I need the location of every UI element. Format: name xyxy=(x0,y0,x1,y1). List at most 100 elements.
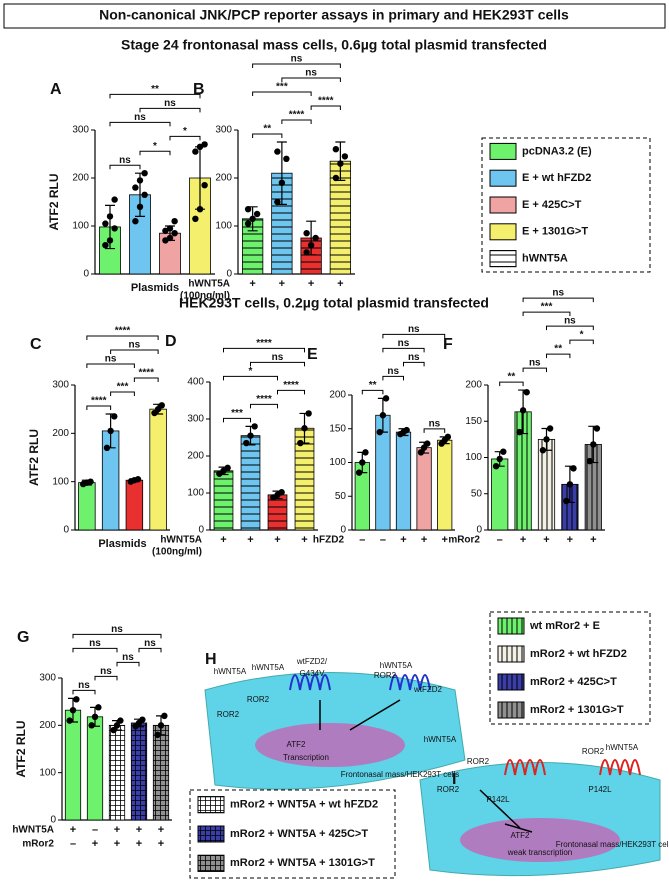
data-point xyxy=(362,449,369,456)
y-tick-label: 200 xyxy=(72,173,89,184)
data-point xyxy=(251,423,258,430)
legend-label: mRor2 + 425C>T xyxy=(530,676,617,688)
data-point xyxy=(154,731,161,738)
diagram-label: H xyxy=(205,651,217,668)
panel-label: A xyxy=(50,81,62,98)
significance-label: **** xyxy=(256,394,272,405)
legend-swatch xyxy=(489,223,517,241)
title-box xyxy=(3,3,666,29)
y-tick-label: 150 xyxy=(329,423,346,434)
row-value: + xyxy=(92,838,98,850)
significance-bracket xyxy=(546,353,571,359)
receptor xyxy=(389,674,431,691)
bar xyxy=(64,709,82,821)
significance-label: *** xyxy=(117,382,129,393)
row-value: + xyxy=(274,534,280,546)
significance-bracket xyxy=(252,133,283,138)
legend-swatch-pattern xyxy=(497,645,525,663)
significance-bracket xyxy=(86,405,112,410)
row-label: mRor2 xyxy=(448,535,480,546)
bar xyxy=(86,716,104,821)
row-value: + xyxy=(543,534,549,546)
row-value: + xyxy=(158,824,164,836)
significance-label: ** xyxy=(554,344,562,355)
bar xyxy=(395,431,412,531)
significance-bracket xyxy=(72,647,118,653)
data-point xyxy=(111,225,118,232)
significance-bracket xyxy=(569,339,594,345)
data-point xyxy=(192,215,199,222)
legend-swatch-pattern xyxy=(197,854,225,872)
significance-label: ns xyxy=(398,338,410,349)
data-point xyxy=(91,713,99,721)
data-point xyxy=(274,198,281,206)
bar-pattern xyxy=(109,725,125,820)
data-point xyxy=(249,215,256,222)
data-point xyxy=(496,455,503,463)
significance-label: ns xyxy=(272,352,284,363)
significance-label: ns xyxy=(305,68,317,79)
y-tick-label: 0 xyxy=(226,269,232,280)
data-point xyxy=(305,410,312,417)
significance-bracket xyxy=(138,647,162,653)
data-point xyxy=(171,230,178,237)
legend-swatch-pattern xyxy=(197,796,225,814)
diagram-text: hWNT5A xyxy=(380,661,413,670)
bar-pattern xyxy=(538,439,555,530)
bar-pattern xyxy=(153,725,169,820)
bar-pattern xyxy=(214,470,233,530)
row-value: + xyxy=(590,534,596,546)
significance-bracket xyxy=(72,689,96,695)
y-tick-label: 200 xyxy=(215,173,232,184)
row-value: – xyxy=(380,534,386,546)
significance-label: ns xyxy=(408,324,420,335)
significance-label: ns xyxy=(111,624,123,635)
legend-label: E + 425C>T xyxy=(522,199,582,211)
significance-label: ns xyxy=(429,418,441,429)
significance-bracket xyxy=(110,349,159,354)
receptor xyxy=(289,674,331,691)
significance-label: **** xyxy=(115,326,131,337)
significance-bracket xyxy=(94,675,118,681)
bar-pattern xyxy=(561,484,579,530)
data-point xyxy=(586,457,593,465)
diagram-text: Frontonasal mass/HEK293T cells xyxy=(341,770,460,779)
data-point xyxy=(106,237,114,244)
y-tick-label: 100 xyxy=(465,452,482,463)
data-point xyxy=(102,242,109,249)
legend-label: wt mRor2 + E xyxy=(529,620,600,632)
section-heading: Stage 24 frontonasal mass cells, 0.6µg t… xyxy=(121,37,547,53)
data-point xyxy=(106,213,114,220)
bar-pattern xyxy=(295,428,314,530)
data-point xyxy=(132,184,139,191)
data-point xyxy=(113,722,121,729)
significance-label: **** xyxy=(283,380,299,391)
data-point xyxy=(570,465,577,472)
y-tick-label: 100 xyxy=(329,457,346,468)
bar-pattern xyxy=(242,218,263,274)
significance-bracket xyxy=(109,93,201,99)
significance-label: **** xyxy=(138,368,154,379)
data-point xyxy=(278,489,285,496)
significance-label: * xyxy=(183,126,187,137)
y-tick-label: 200 xyxy=(52,428,69,439)
significance-label: * xyxy=(580,330,584,341)
legend-label: mRor2 + WNT5A + 1301G>T xyxy=(230,857,375,869)
data-point xyxy=(424,440,431,447)
row-value: + xyxy=(158,838,164,850)
y-tick-label: 0 xyxy=(340,525,346,536)
data-point xyxy=(166,234,174,242)
row-label: hWNT5A xyxy=(188,279,230,290)
significance-label: ** xyxy=(151,84,159,95)
significance-label: ** xyxy=(508,372,516,383)
diagram-text: wtFZD2 xyxy=(413,685,443,694)
data-point xyxy=(303,230,310,237)
significance-label: * xyxy=(153,141,157,152)
significance-bracket xyxy=(139,107,201,113)
y-tick-label: 100 xyxy=(39,767,56,778)
significance-bracket xyxy=(382,375,404,381)
diagram-text: ATF2 xyxy=(511,831,531,840)
significance-bracket xyxy=(223,417,251,423)
bar xyxy=(491,458,509,531)
x-axis-label: Plasmids xyxy=(131,282,179,294)
